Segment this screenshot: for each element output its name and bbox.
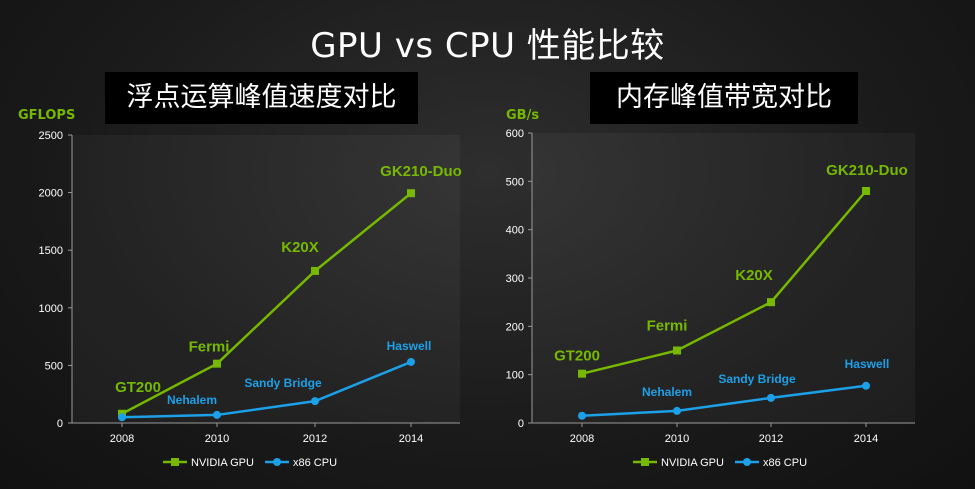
legend-cpu-label: x86 CPU (293, 457, 337, 469)
y-tick-label: 400 (506, 225, 524, 237)
x-tick-label: 2014 (854, 433, 878, 445)
x-tick-label: 2008 (110, 433, 134, 445)
x-tick-label: 2010 (665, 433, 689, 445)
y-tick-label: 500 (506, 176, 524, 188)
cpu-data-point (673, 406, 681, 415)
legend-cpu-marker (743, 458, 751, 466)
legend-gpu-marker (641, 458, 649, 466)
cpu-data-point (767, 393, 775, 402)
cpu-data-point (311, 397, 319, 406)
gpu-data-label: Fermi (647, 318, 688, 335)
plot-area (532, 133, 915, 423)
cpu-data-label: Nehalem (167, 393, 217, 407)
y-tick-label: 1500 (39, 245, 63, 257)
cpu-data-point (213, 410, 221, 419)
gpu-series-line (121, 192, 412, 415)
gpu-data-label: GK210-Duo (380, 163, 462, 180)
gpu-data-label: K20X (735, 267, 773, 284)
cpu-data-label: Nehalem (642, 385, 692, 399)
legend-cpu-marker (273, 458, 281, 466)
x-tick-label: 2012 (759, 433, 783, 445)
cpu-data-label: Haswell (387, 339, 432, 353)
cpu-series-line (581, 384, 867, 417)
right-chart-subtitle: 内存峰值带宽对比 (590, 72, 858, 124)
legend-cpu-label: x86 CPU (763, 457, 807, 469)
gpu-data-point (213, 359, 221, 368)
y-tick-label: 300 (506, 273, 524, 285)
cpu-series-line (121, 360, 412, 419)
x-tick-label: 2012 (303, 433, 327, 445)
right-chart-ylabel: GB/s (506, 108, 540, 123)
page-title: GPU vs CPU 性能比较 (310, 26, 665, 66)
gpu-data-label: Fermi (189, 339, 230, 356)
left-chart-subtitle: 浮点运算峰值速度对比 (105, 72, 418, 124)
legend-gpu-label: NVIDIA GPU (191, 457, 254, 469)
y-tick-label: 500 (45, 360, 63, 372)
cpu-data-point (118, 413, 126, 422)
y-tick-label: 200 (506, 321, 524, 333)
y-tick-label: 600 (506, 128, 524, 140)
x-tick-label: 2014 (399, 433, 423, 445)
cpu-data-label: Haswell (845, 357, 890, 371)
cpu-data-label: Sandy Bridge (718, 372, 796, 386)
gpu-data-label: K20X (281, 239, 319, 256)
cpu-data-point (407, 357, 415, 366)
y-tick-label: 0 (518, 418, 524, 430)
y-tick-label: 2000 (39, 188, 63, 200)
gpu-data-label: GT200 (115, 379, 161, 396)
y-tick-label: 100 (506, 370, 524, 382)
x-tick-label: 2008 (570, 433, 594, 445)
cpu-data-point (862, 381, 870, 390)
y-tick-label: 0 (57, 418, 63, 430)
cpu-data-point (578, 411, 586, 420)
legend-gpu-label: NVIDIA GPU (661, 457, 724, 469)
gpu-data-point (311, 266, 319, 275)
gpu-data-point (673, 346, 681, 355)
y-tick-label: 1000 (39, 303, 63, 315)
gpu-data-point (407, 189, 415, 198)
gpu-data-point (578, 369, 586, 378)
gpu-data-point (767, 298, 775, 307)
gpu-data-label: GK210-Duo (826, 162, 908, 179)
cpu-data-label: Sandy Bridge (244, 376, 322, 390)
gpu-data-label: GT200 (554, 348, 600, 365)
legend-gpu-marker (171, 458, 179, 466)
plot-area (72, 135, 460, 423)
gpu-series-line (581, 190, 867, 375)
gpu-data-point (862, 187, 870, 195)
y-tick-label: 2500 (39, 130, 63, 142)
x-tick-label: 2010 (205, 433, 229, 445)
left-chart-ylabel: GFLOPS (18, 108, 76, 123)
